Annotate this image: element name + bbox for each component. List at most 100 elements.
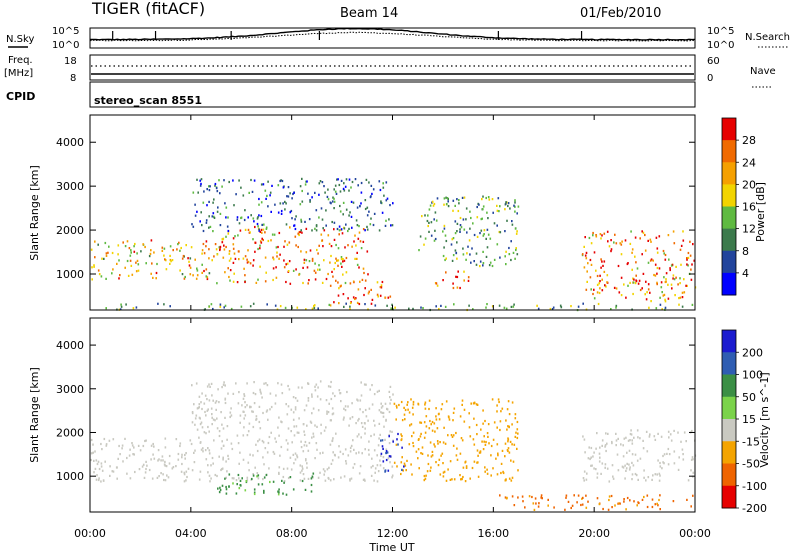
heatmap-cell bbox=[367, 448, 370, 452]
heatmap-cell bbox=[307, 382, 310, 385]
heatmap-cell bbox=[681, 291, 684, 294]
heatmap-cell bbox=[424, 431, 427, 434]
velocity-y-tick-label: 1000 bbox=[56, 470, 84, 483]
heatmap-cell bbox=[590, 288, 592, 291]
heatmap-cell bbox=[595, 234, 597, 237]
heatmap-cell bbox=[623, 437, 626, 440]
heatmap-cell bbox=[158, 475, 160, 478]
heatmap-cell bbox=[354, 178, 357, 181]
heatmap-cell bbox=[364, 448, 366, 451]
heatmap-cell bbox=[601, 278, 603, 281]
heatmap-cell bbox=[382, 467, 385, 470]
velocity-colorbar-swatch bbox=[722, 352, 736, 375]
heatmap-cell bbox=[185, 452, 187, 455]
heatmap-cell bbox=[388, 435, 390, 438]
heatmap-cell bbox=[222, 383, 225, 386]
heatmap-cell bbox=[385, 199, 388, 202]
heatmap-cell bbox=[228, 250, 231, 253]
heatmap-cell bbox=[350, 200, 353, 203]
heatmap-cell bbox=[682, 230, 684, 233]
heatmap-cell bbox=[498, 230, 501, 234]
heatmap-cell bbox=[91, 266, 93, 269]
heatmap-cell bbox=[582, 302, 584, 305]
heatmap-cell bbox=[674, 294, 676, 297]
heatmap-cell bbox=[145, 439, 147, 442]
heatmap-cell bbox=[205, 221, 208, 224]
heatmap-cell bbox=[312, 407, 315, 410]
heatmap-cell bbox=[601, 462, 604, 465]
heatmap-cell bbox=[626, 462, 628, 465]
heatmap-cell bbox=[342, 258, 344, 261]
heatmap-cell bbox=[314, 262, 316, 265]
heatmap-cell bbox=[252, 259, 255, 262]
heatmap-cell bbox=[642, 447, 645, 450]
heatmap-cell bbox=[663, 453, 666, 456]
heatmap-cell bbox=[117, 457, 119, 460]
heatmap-cell bbox=[499, 256, 501, 259]
heatmap-cell bbox=[426, 219, 429, 223]
heatmap-cell bbox=[668, 436, 670, 439]
heatmap-cell bbox=[565, 494, 568, 497]
heatmap-cell bbox=[368, 290, 370, 293]
heatmap-cell bbox=[237, 442, 240, 445]
heatmap-cell bbox=[192, 225, 195, 228]
heatmap-cell bbox=[250, 178, 252, 182]
heatmap-cell bbox=[654, 274, 657, 277]
heatmap-cell bbox=[444, 258, 446, 262]
heatmap-cell bbox=[156, 476, 159, 479]
heatmap-cell bbox=[145, 460, 147, 463]
heatmap-cell bbox=[292, 269, 295, 272]
heatmap-cell bbox=[253, 488, 256, 491]
heatmap-cell bbox=[292, 488, 295, 491]
heatmap-cell bbox=[189, 439, 192, 442]
heatmap-cell bbox=[364, 279, 367, 282]
heatmap-cell bbox=[427, 454, 429, 457]
heatmap-cell bbox=[344, 405, 347, 408]
heatmap-cell bbox=[540, 496, 542, 499]
velocity-colorbar-swatch bbox=[722, 463, 736, 487]
heatmap-cell bbox=[658, 267, 661, 270]
heatmap-cell bbox=[212, 462, 214, 465]
heatmap-cell bbox=[608, 498, 610, 502]
heatmap-cell bbox=[295, 425, 298, 428]
heatmap-cell bbox=[183, 277, 186, 280]
heatmap-cell bbox=[516, 253, 519, 256]
heatmap-cell bbox=[321, 218, 324, 221]
heatmap-cell bbox=[437, 464, 440, 467]
heatmap-cell bbox=[211, 215, 214, 218]
heatmap-cell bbox=[339, 204, 341, 208]
heatmap-cell bbox=[477, 461, 479, 464]
power-colorbar-tick: 16 bbox=[742, 201, 756, 214]
heatmap-cell bbox=[101, 448, 103, 451]
time-x-ticks: 00:00 04:00 08:00 12:00 16:00 20:00 00:00 bbox=[74, 115, 711, 540]
heatmap-cell bbox=[508, 246, 510, 250]
heatmap-cell bbox=[241, 477, 243, 480]
heatmap-cell bbox=[265, 410, 268, 413]
heatmap-cell bbox=[504, 496, 507, 499]
heatmap-cell bbox=[673, 462, 676, 465]
heatmap-cell bbox=[378, 422, 381, 425]
heatmap-cell bbox=[230, 257, 232, 260]
heatmap-cell bbox=[349, 305, 351, 308]
heatmap-cell bbox=[249, 231, 251, 234]
heatmap-cell bbox=[463, 408, 466, 411]
heatmap-cell bbox=[358, 225, 360, 228]
heatmap-cell bbox=[627, 439, 630, 442]
heatmap-cell bbox=[208, 200, 210, 203]
noise-left-tick-top: 10^5 bbox=[52, 26, 79, 37]
heatmap-cell bbox=[633, 500, 635, 503]
heatmap-cell bbox=[380, 402, 382, 405]
heatmap-cell bbox=[389, 295, 392, 298]
heatmap-cell bbox=[133, 250, 136, 253]
heatmap-cell bbox=[423, 479, 426, 482]
heatmap-cell bbox=[396, 465, 398, 468]
heatmap-cell bbox=[497, 197, 500, 200]
heatmap-cell bbox=[316, 448, 318, 451]
heatmap-cell bbox=[516, 230, 518, 233]
beam-label: Beam 14 bbox=[340, 6, 398, 21]
heatmap-cell bbox=[228, 275, 230, 279]
heatmap-cell bbox=[441, 403, 444, 406]
power-y-label: Slant Range [km] bbox=[28, 165, 41, 261]
heatmap-cell bbox=[547, 504, 549, 507]
heatmap-cell bbox=[279, 202, 282, 205]
